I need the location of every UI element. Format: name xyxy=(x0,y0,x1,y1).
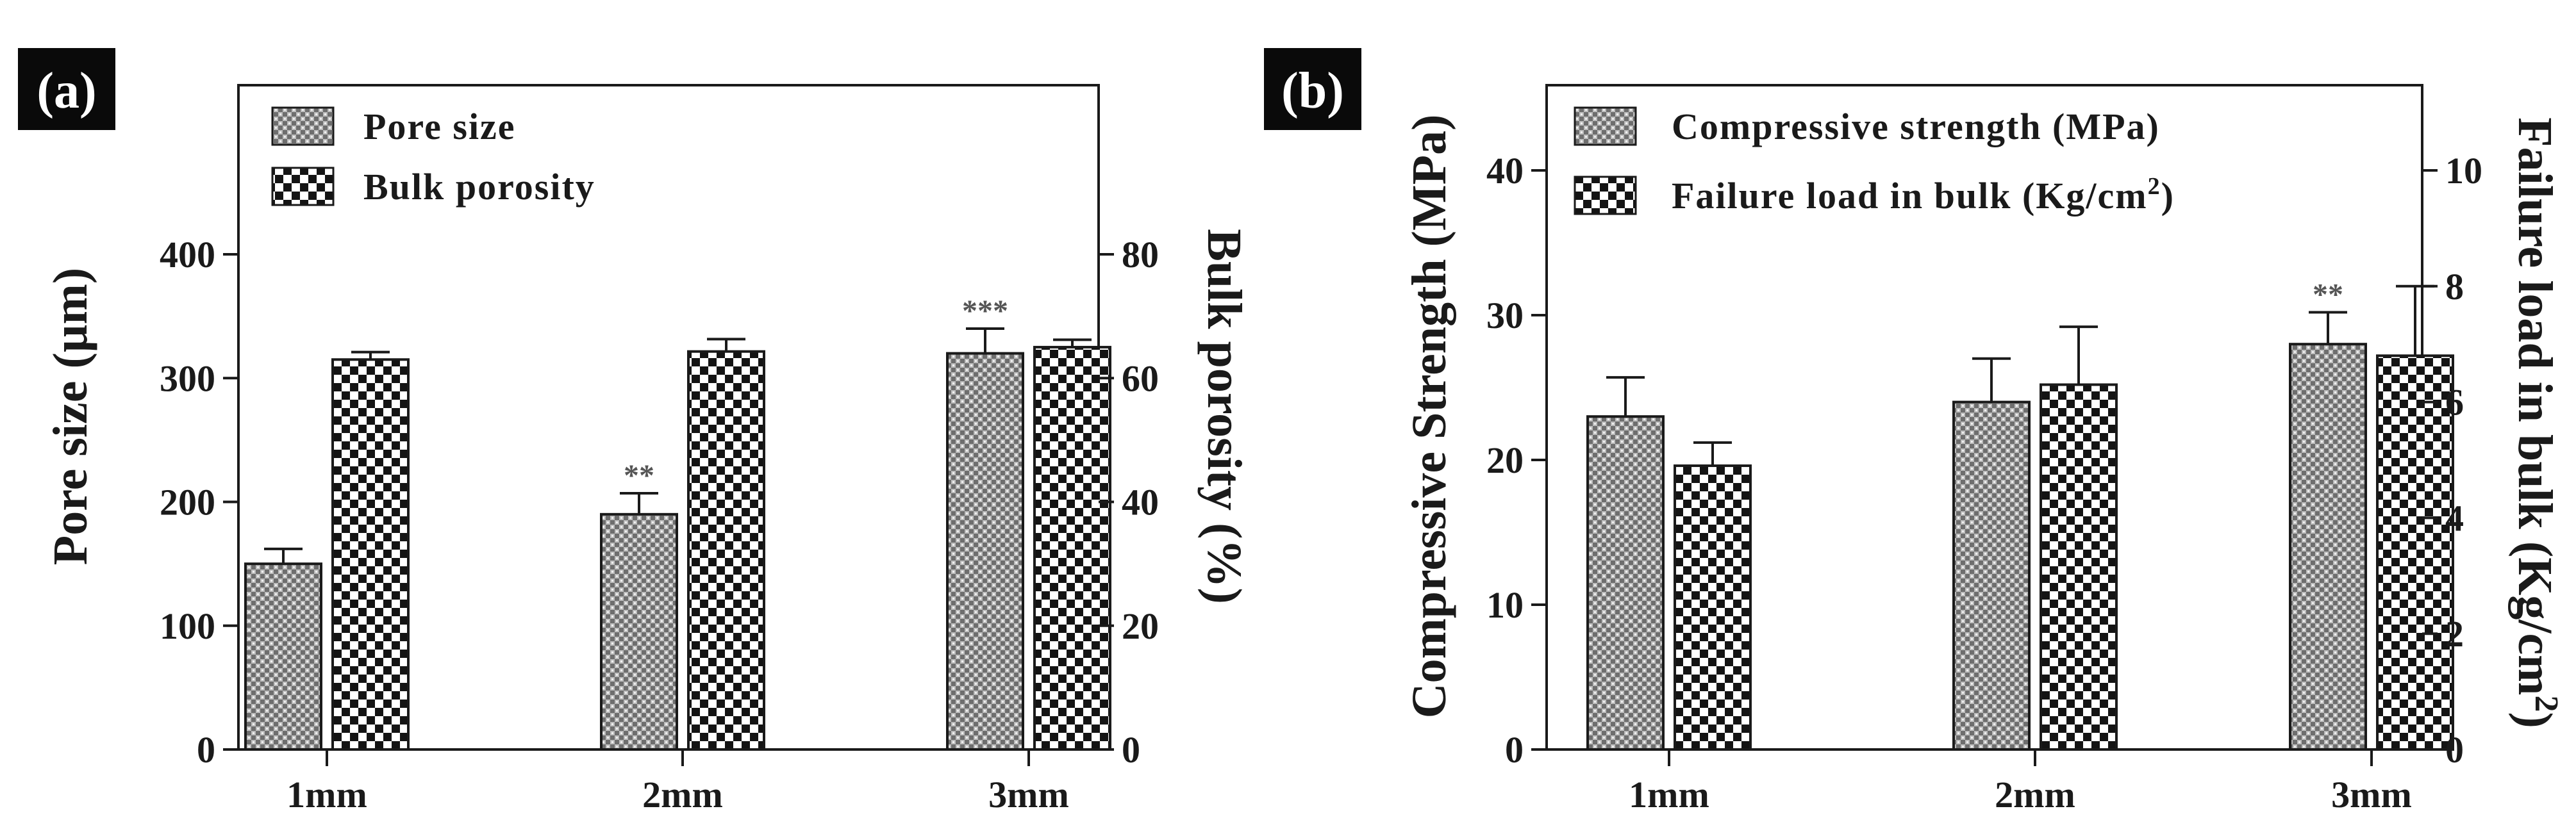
y2-tick-label: 80 xyxy=(1122,234,1159,275)
y-tick-label: 0 xyxy=(1505,729,1524,771)
legend-label-failure-load-end: ) xyxy=(2161,175,2175,217)
panel-b-label: (b) xyxy=(1281,63,1344,119)
x-tick-label: 3mm xyxy=(2331,774,2412,815)
y2-tick-label: 6 xyxy=(2445,382,2464,423)
bar-right-1mm xyxy=(331,358,410,751)
legend-label-failure-load-main: Failure load in bulk (Kg/cm xyxy=(1672,175,2148,217)
bar-left-3mm xyxy=(946,352,1024,751)
bars-b: ** xyxy=(1586,277,2454,751)
significance-marker: *** xyxy=(962,294,1008,328)
y-tick-label: 0 xyxy=(197,729,215,771)
bars-a: ***** xyxy=(244,294,1111,751)
legend-b: Compressive strength (MPa) Failure load … xyxy=(1574,106,2175,217)
legend-swatch-compressive-strength xyxy=(1574,106,1637,146)
x-tick-label: 2mm xyxy=(642,774,723,815)
y-axis-title-b: Compressive Strength (MPa) xyxy=(1402,115,1456,719)
significance-marker: ** xyxy=(2313,277,2343,311)
y-tick-label: 10 xyxy=(1486,584,1524,626)
axes-b: 1mm 2mm 3mm 0 10 20 30 40 0 2 4 6 8 10 xyxy=(1486,150,2482,815)
x-tick-label: 1mm xyxy=(287,774,367,815)
x-tick-label: 1mm xyxy=(1629,774,1709,815)
y-tick-label: 200 xyxy=(160,482,215,523)
legend-swatch-bulk-porosity xyxy=(271,167,335,206)
panel-b-label-box xyxy=(1264,48,1361,130)
y2-tick-label: 0 xyxy=(2445,729,2464,771)
bar-left-3mm xyxy=(2289,343,2367,751)
y2-tick-label: 60 xyxy=(1122,357,1159,399)
bar-left-2mm xyxy=(600,512,678,751)
legend-label-compressive-strength: Compressive strength (MPa) xyxy=(1672,106,2160,147)
y2-tick-label: 0 xyxy=(1122,729,1140,771)
y-tick-label: 300 xyxy=(160,357,215,399)
significance-marker: ** xyxy=(624,459,654,493)
legend-swatch-failure-load xyxy=(1574,176,1637,215)
legend-a: Pore size Bulk porosity xyxy=(271,106,595,208)
y2-tick-label: 40 xyxy=(1122,482,1159,523)
y2-tick-label: 20 xyxy=(1122,605,1159,647)
y-tick-label: 40 xyxy=(1486,150,1524,192)
axes-a: 1mm 2mm 3mm 0 100 200 300 400 0 20 40 60 80 xyxy=(160,234,1159,815)
legend-swatch-pore-size xyxy=(271,106,335,146)
panel-b: (b) ** 1mm 2mm 3mm 0 10 20 30 40 0 2 4 6 8 10 Compres… xyxy=(1264,48,2564,815)
bar-left-2mm xyxy=(1952,400,2031,751)
bar-right-3mm xyxy=(1033,345,1111,751)
bar-right-2mm xyxy=(687,350,765,751)
legend-label-bulk-porosity: Bulk porosity xyxy=(363,166,595,208)
legend-label-pore-size: Pore size xyxy=(363,106,516,147)
y2-axis-title-b-main: Failure load in bulk (Kg/cm xyxy=(2508,117,2562,695)
y2-axis-title-a: Bulk porosity (%) xyxy=(1197,229,1251,604)
y-tick-label: 400 xyxy=(160,234,215,275)
y-tick-label: 30 xyxy=(1486,295,1524,336)
y2-tick-label: 8 xyxy=(2445,266,2464,307)
panel-a-label-box xyxy=(18,48,115,130)
y2-tick-label: 10 xyxy=(2445,150,2482,192)
y2-axis-title-b-sup: 2 xyxy=(2528,695,2564,712)
bar-right-1mm xyxy=(1674,464,1752,751)
bar-left-1mm xyxy=(1586,415,1665,751)
y2-tick-label: 2 xyxy=(2445,613,2464,655)
legend-label-failure-load-sup: 2 xyxy=(2148,173,2161,200)
x-tick-label: 3mm xyxy=(988,774,1069,815)
legend-label-failure-load: Failure load in bulk (Kg/cm2) xyxy=(1672,173,2175,217)
y2-tick-label: 4 xyxy=(2445,497,2464,539)
bar-right-3mm xyxy=(2376,354,2454,751)
bar-left-1mm xyxy=(244,562,322,751)
bar-right-2mm xyxy=(2040,383,2118,751)
y-tick-label: 100 xyxy=(160,605,215,647)
panel-a: (a) ***** 1mm 2mm 3mm010020030040002040608… xyxy=(18,48,1251,815)
y-axis-title-a: Pore size (µm) xyxy=(44,268,97,565)
y-tick-label: 20 xyxy=(1486,439,1524,481)
panel-a-label: (a) xyxy=(37,63,96,119)
x-tick-label: 2mm xyxy=(1995,774,2075,815)
y2-axis-title-b-end: ) xyxy=(2508,712,2562,728)
y2-axis-title-b: Failure load in bulk (Kg/cm2) xyxy=(2508,117,2564,728)
